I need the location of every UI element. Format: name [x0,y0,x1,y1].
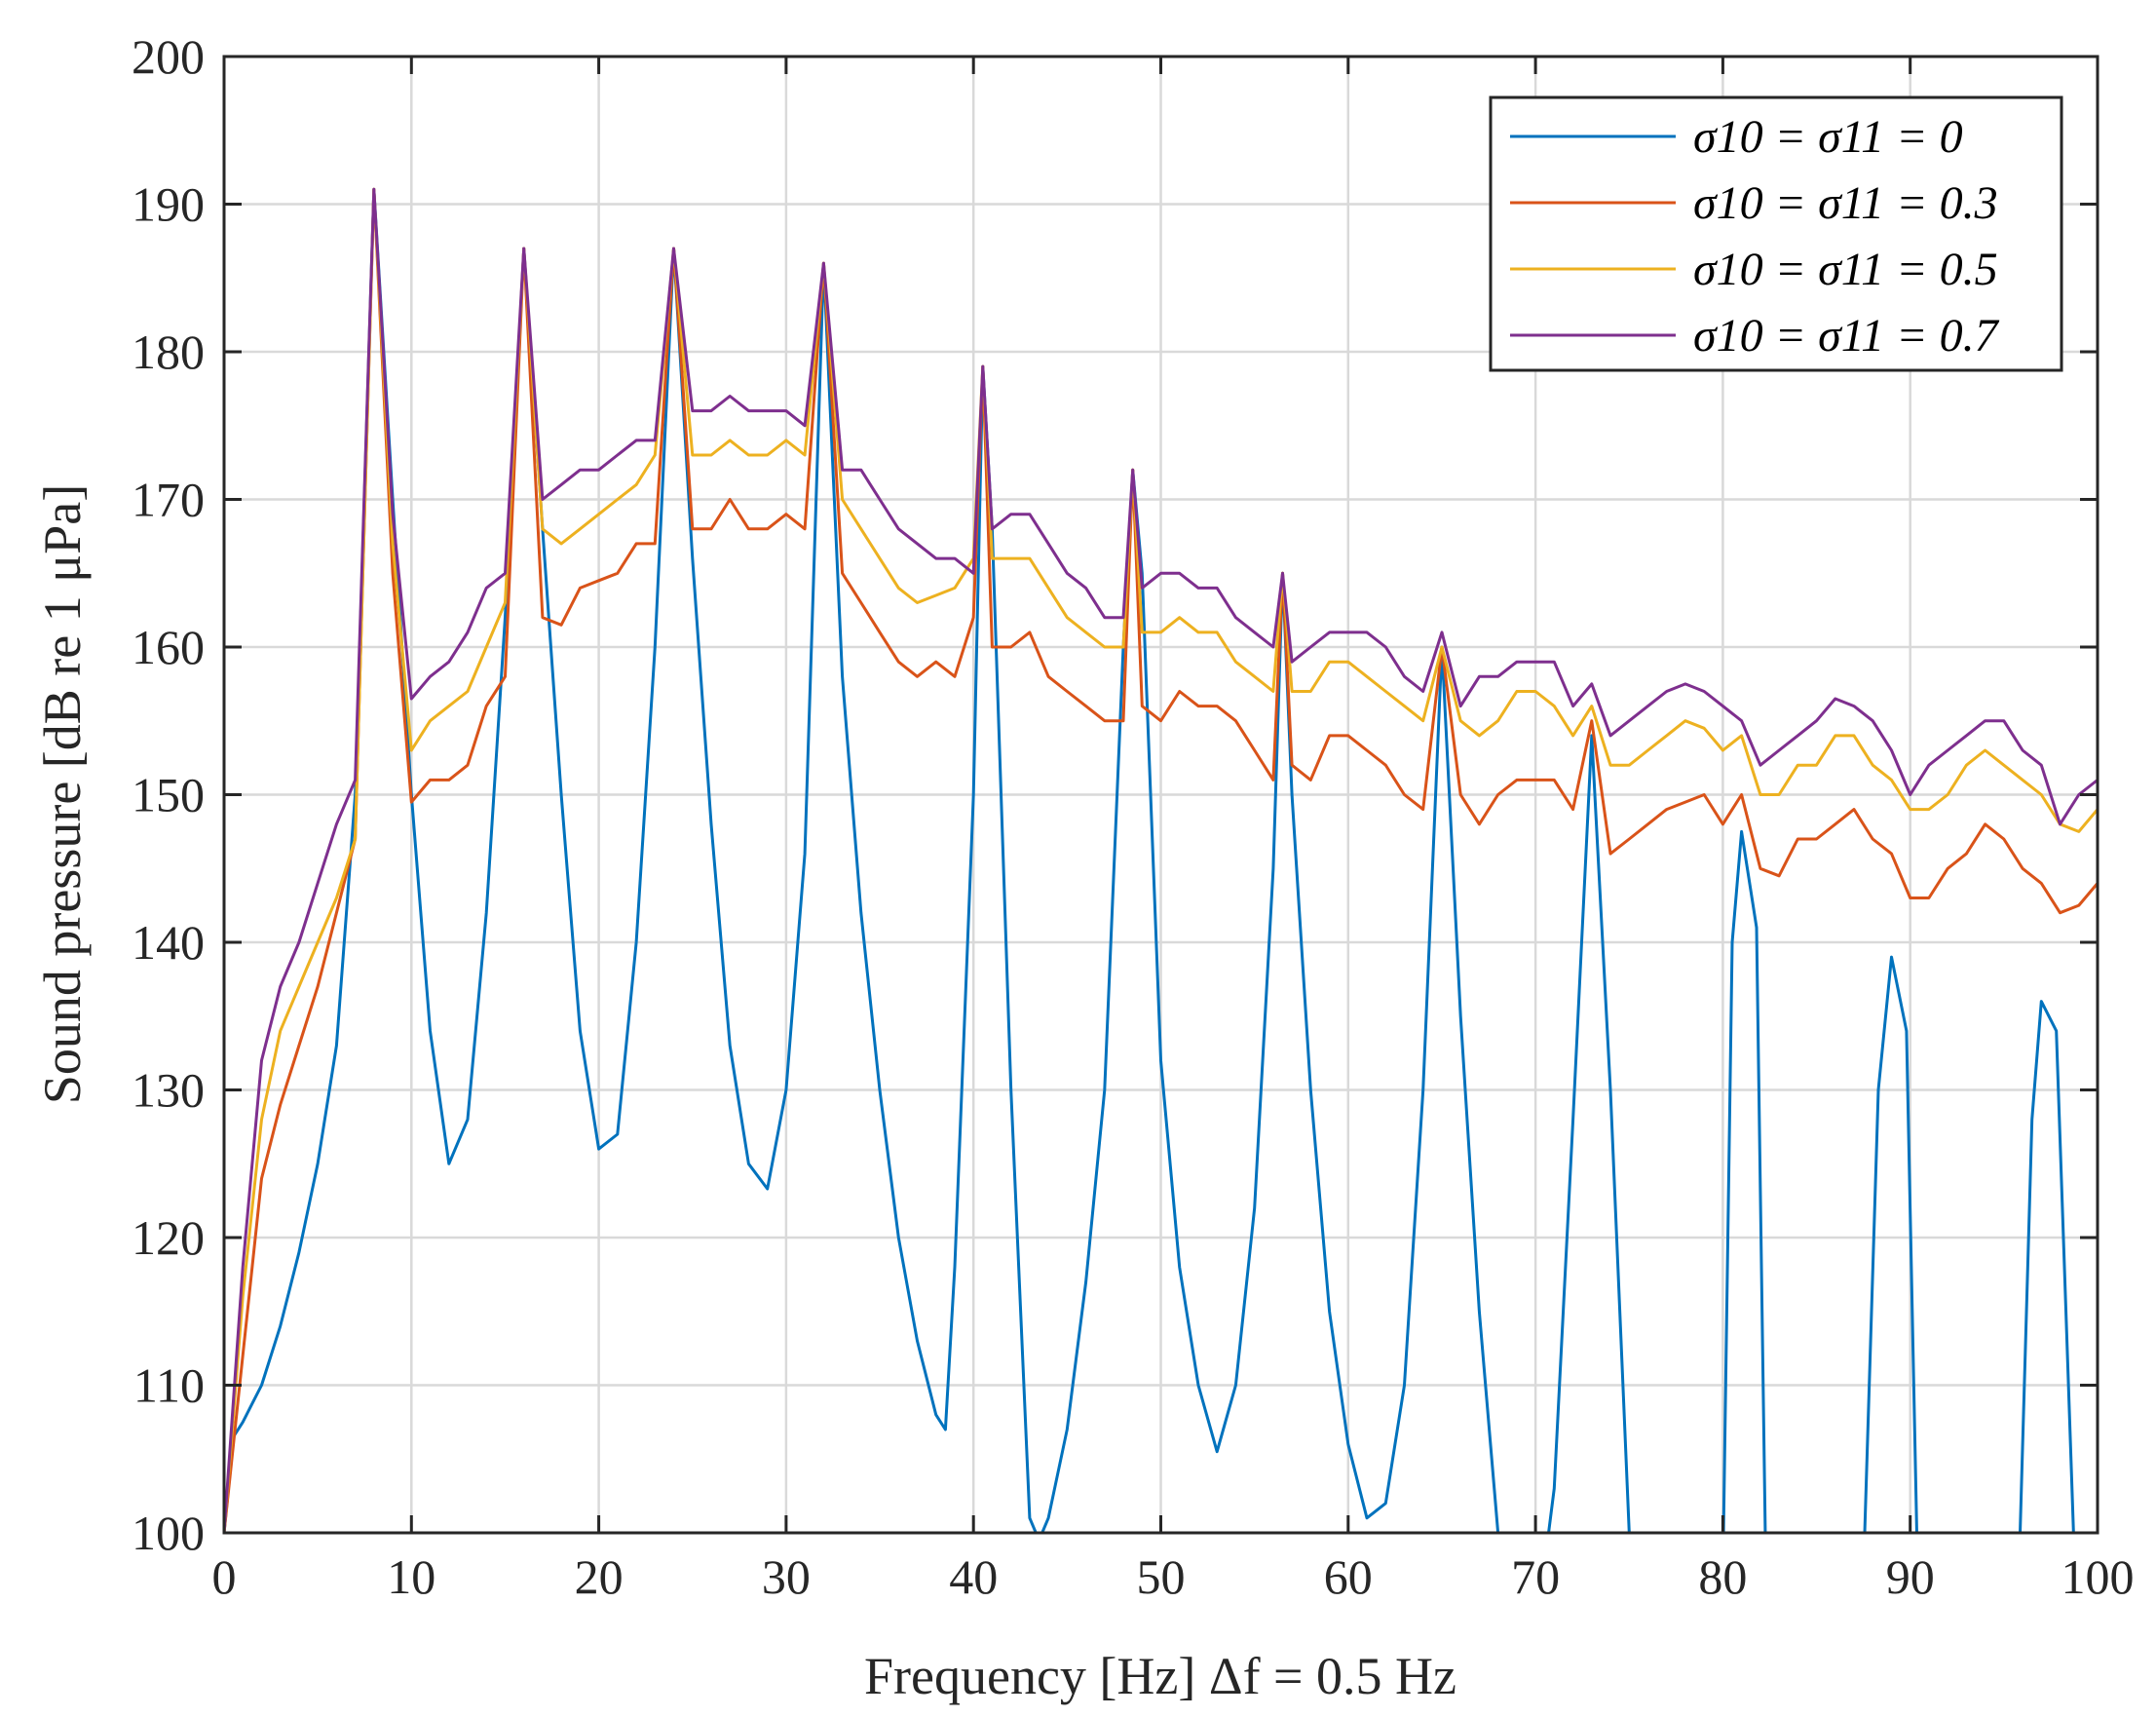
legend-entry-0: σ10 = σ11 = 0 [1693,111,1963,163]
legend-entry-1: σ10 = σ11 = 0.3 [1693,177,1998,229]
series-lines [224,187,2098,1533]
y-tick-label: 170 [132,473,205,527]
x-tick-label: 40 [949,1549,998,1604]
x-axis-label: Frequency [Hz] Δf = 0.5 Hz [864,1647,1456,1705]
y-tick-label: 130 [132,1063,205,1118]
y-tick-label: 200 [132,29,205,84]
legend: σ10 = σ11 = 0 σ10 = σ11 = 0.3 σ10 = σ11 = … [1489,95,2063,372]
y-tick-label: 180 [132,324,205,379]
y-tick-label: 110 [133,1358,205,1413]
y-tick-label: 150 [132,768,205,822]
legend-entry-3: σ10 = σ11 = 0.7 [1693,310,2000,362]
y-tick-label: 160 [132,620,205,674]
x-tick-label: 10 [387,1549,435,1604]
y-axis-label: Sound pressure [dB re 1 μPa] [33,484,92,1104]
x-tick-label: 30 [762,1549,811,1604]
x-tick-label: 60 [1324,1549,1373,1604]
y-tick-label: 190 [132,177,205,232]
tick-labels: 0 10 20 30 40 50 60 70 80 90 100 100 110 120 130 140 150… [132,29,2135,1604]
y-tick-label: 120 [132,1210,205,1265]
y-tick-label: 100 [132,1506,205,1560]
legend-box [1489,95,2063,372]
x-tick-label: 70 [1511,1549,1560,1604]
ticks [222,55,2099,1535]
legend-entry-2: σ10 = σ11 = 0.5 [1693,244,1998,295]
x-tick-label: 100 [2061,1549,2135,1604]
x-tick-label: 50 [1137,1549,1186,1604]
series-line-3 [224,187,2098,1533]
x-tick-label: 90 [1886,1549,1935,1604]
x-tick-label: 0 [212,1549,237,1604]
series-line-2 [224,187,2098,1533]
y-tick-label: 140 [132,915,205,970]
series-line-1 [224,187,2098,1533]
x-tick-label: 20 [575,1549,624,1604]
x-tick-label: 80 [1698,1549,1747,1604]
